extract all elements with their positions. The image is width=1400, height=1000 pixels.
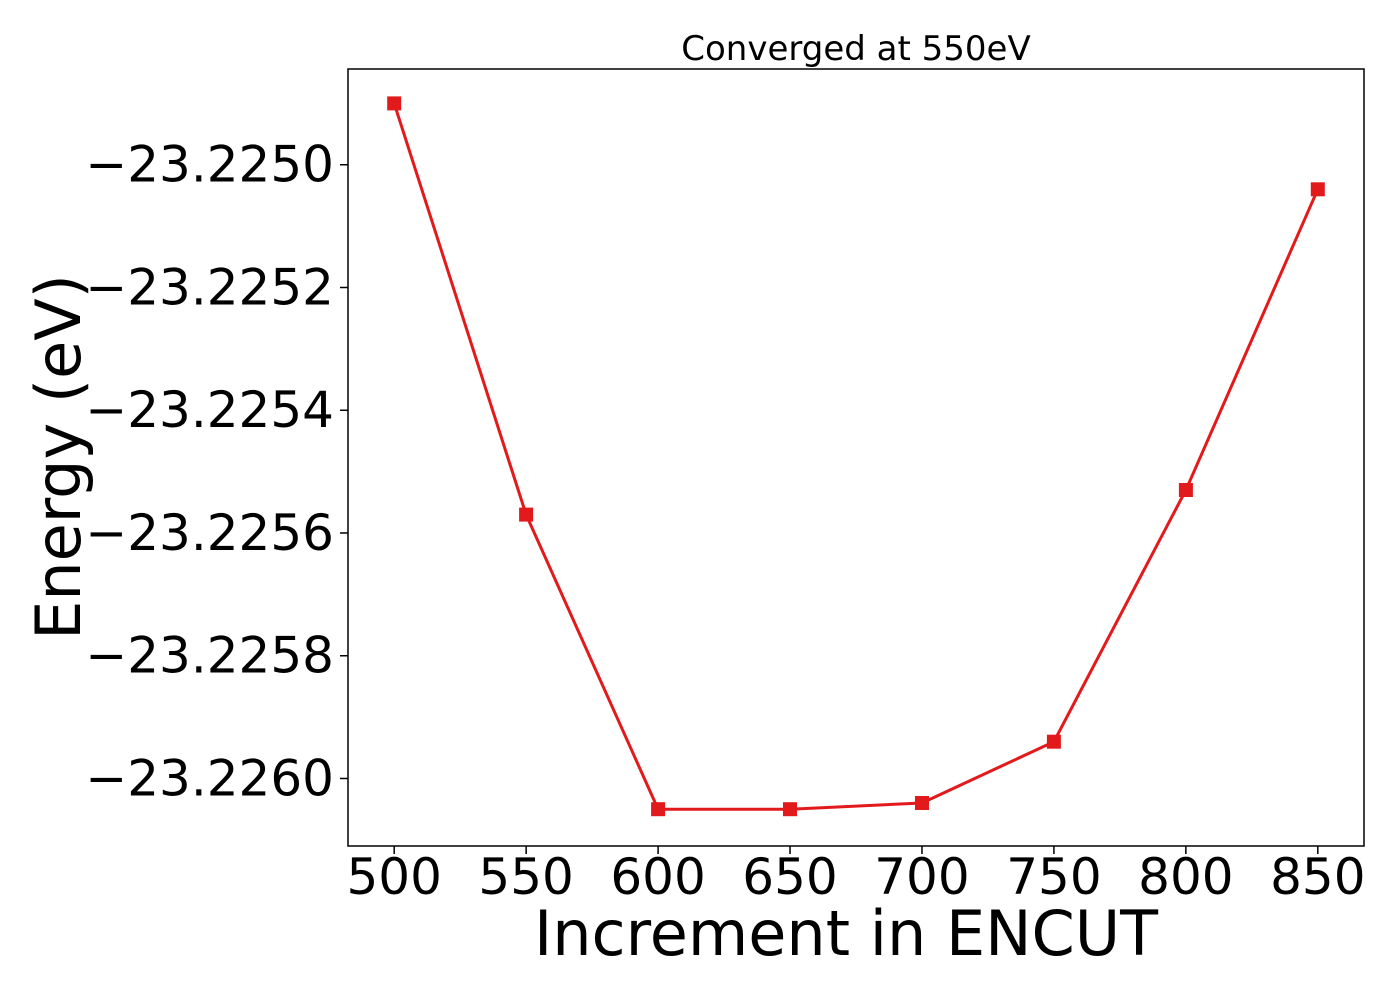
x-axis-label: Increment in ENCUT [534,897,1159,970]
y-tick-label: −23.2250 [85,136,334,194]
chart-title: Converged at 550eV [681,29,1030,69]
data-point-marker [651,802,666,817]
x-tick-label: 800 [1138,848,1233,906]
x-tick-label: 750 [1006,848,1101,906]
data-point-marker [783,802,797,817]
y-tick-label: −23.2260 [85,749,334,807]
data-point-marker [1310,182,1325,197]
plot-area-frame [347,68,1365,847]
data-point-marker [387,96,402,111]
x-axis-ticks: 500 550 600 650 700 750 800 850 [346,846,1366,906]
x-tick-label: 500 [346,848,441,906]
y-axis-ticks: −23.2250 −23.2252 −23.2254 −23.2256 −23.2258… [85,136,348,807]
energy-series-markers [387,96,1325,817]
x-tick-label: 700 [874,848,969,906]
y-tick-label: −23.2258 [85,627,334,685]
x-tick-label: 600 [610,848,705,906]
x-tick-label: 850 [1270,848,1365,906]
energy-series-line [392,102,1320,811]
y-tick-label: −23.2256 [85,504,334,562]
data-point-marker [519,507,534,522]
y-tick-label: −23.2254 [85,381,334,439]
x-tick-label: 550 [478,848,573,906]
data-point-marker [1178,483,1193,497]
data-point-marker [915,796,929,810]
y-axis-label: Energy (eV) [22,274,95,640]
y-tick-label: −23.2252 [85,258,334,316]
x-tick-label: 650 [742,848,837,906]
data-point-marker [1046,734,1061,749]
